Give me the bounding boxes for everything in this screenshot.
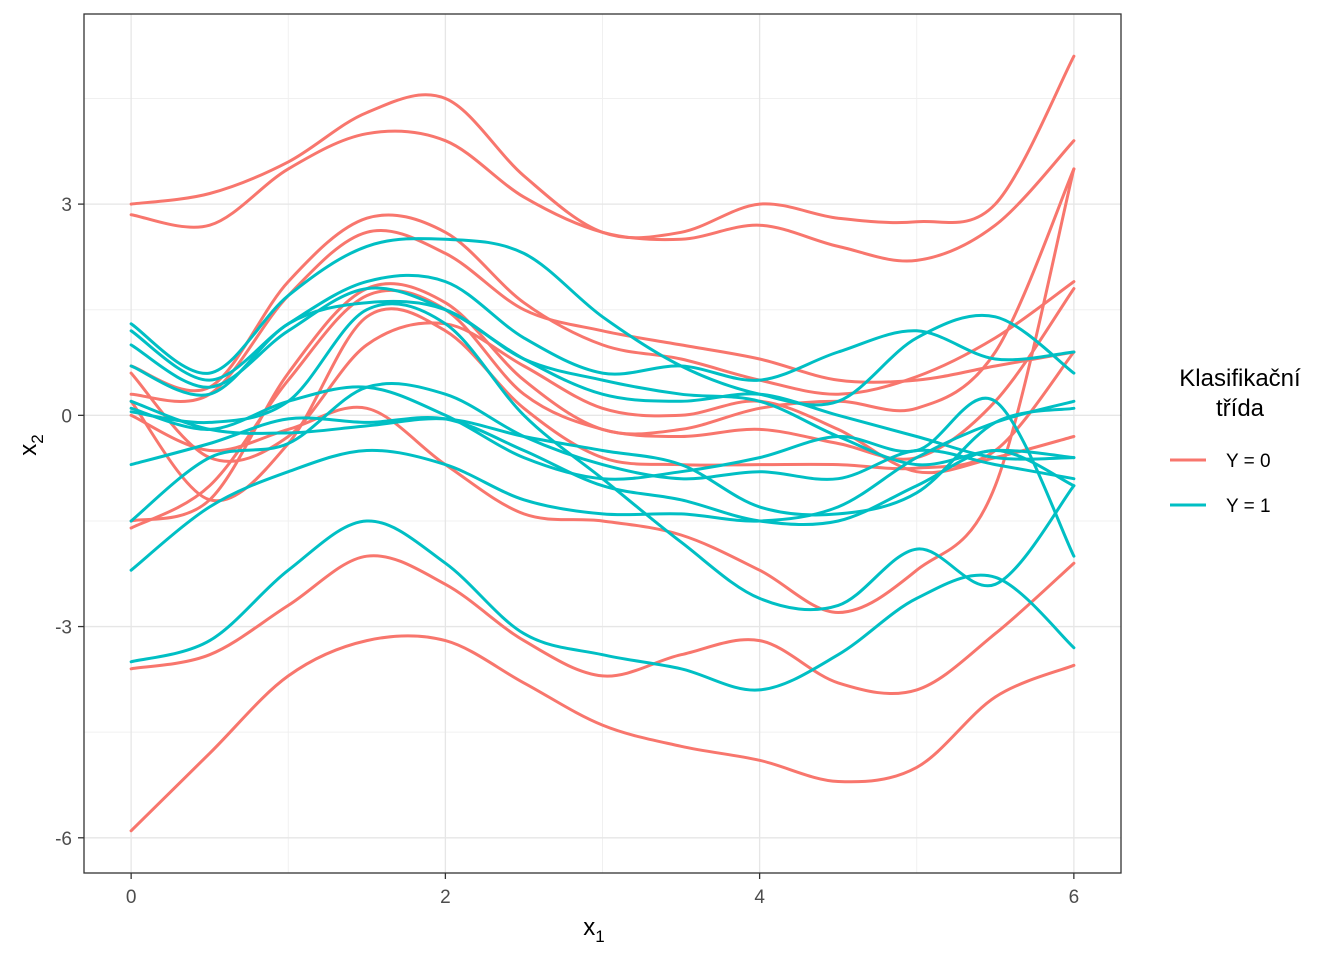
x-tick-label: 4 [754, 887, 765, 908]
legend: Klasifikační třída Y = 0 Y = 1 [1170, 365, 1301, 517]
legend-label-y1: Y = 1 [1226, 496, 1271, 517]
series-line-y1-16 [129, 399, 1076, 517]
series-line-y1-13 [129, 286, 1076, 461]
legend-title-line1: Klasifikační [1179, 365, 1301, 392]
major-gridlines [84, 14, 1121, 873]
y-tick-label: -3 [55, 618, 72, 639]
series-line-y1-17 [129, 382, 1076, 523]
series-line-y0-9 [129, 554, 1076, 696]
x-tick-label: 0 [126, 887, 137, 908]
series-line-y0-10 [129, 634, 1076, 833]
x-tick-label: 6 [1069, 887, 1080, 908]
y-tick-label: 0 [61, 406, 72, 427]
series-line-y1-20 [129, 519, 1076, 692]
x-tick-label: 2 [440, 887, 451, 908]
series-lines [129, 54, 1076, 833]
series-line-y1-14 [129, 299, 1076, 467]
series-line-y0-8 [129, 167, 1076, 614]
minor-gridlines [84, 14, 1121, 873]
y-tick-label: -6 [55, 829, 72, 850]
y-axis: 3 0 -3 -6 [55, 195, 84, 850]
y-axis-title: x2 [15, 434, 47, 455]
series-line-y1-11 [129, 237, 1076, 407]
series-line-y1-21 [129, 302, 1076, 612]
y-tick-label: 3 [61, 195, 72, 216]
series-line-y0-1 [129, 129, 1076, 263]
legend-label-y0: Y = 0 [1226, 451, 1271, 472]
series-line-y1-19 [129, 399, 1076, 572]
legend-title-line2: třída [1216, 395, 1265, 422]
series-line-y1-18 [129, 415, 1076, 527]
panel-border [83, 13, 1122, 874]
x-axis-title: x1 [583, 914, 604, 946]
series-line-y0-2 [129, 213, 1076, 396]
x-axis: 0 2 4 6 [126, 873, 1079, 908]
series-line-y0-7 [129, 321, 1076, 475]
